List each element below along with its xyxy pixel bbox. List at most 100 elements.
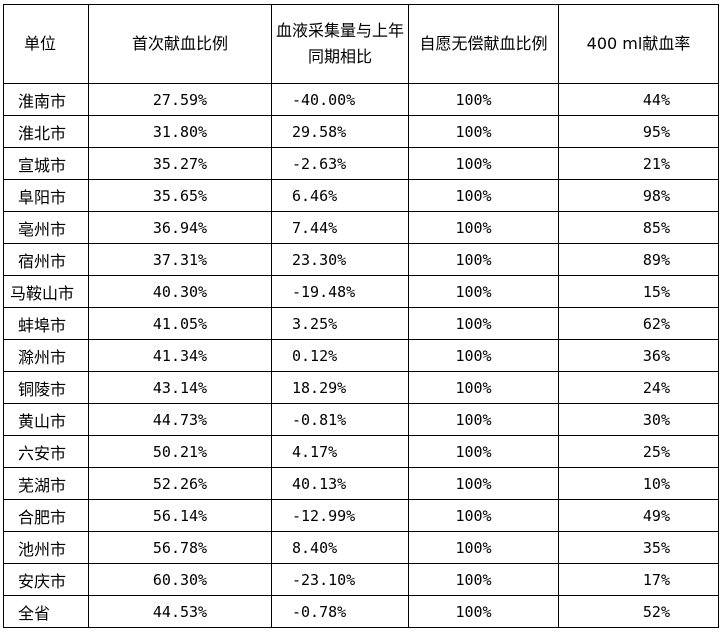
cell-first-donation-ratio: 35.65% xyxy=(88,179,272,212)
table-row: 芜湖市 52.26% 40.13% 100% 10% xyxy=(3,467,719,500)
table-row: 安庆市 60.30% -23.10% 100% 17% xyxy=(3,563,719,596)
table-row: 淮北市 31.80% 29.58% 100% 95% xyxy=(3,115,719,148)
cell-voluntary-ratio: 100% xyxy=(408,435,559,468)
cell-collection-yoy: 23.30% xyxy=(271,243,409,276)
cell-unit: 池州市 xyxy=(3,531,89,564)
table-row: 马鞍山市 40.30% -19.48% 100% 15% xyxy=(3,275,719,308)
cell-unit: 合肥市 xyxy=(3,499,89,532)
table-row: 亳州市 36.94% 7.44% 100% 85% xyxy=(3,211,719,244)
cell-first-donation-ratio: 37.31% xyxy=(88,243,272,276)
cell-unit: 芜湖市 xyxy=(3,467,89,500)
table-row: 六安市 50.21% 4.17% 100% 25% xyxy=(3,435,719,468)
cell-first-donation-ratio: 44.53% xyxy=(88,595,272,628)
cell-first-donation-ratio: 35.27% xyxy=(88,147,272,180)
cell-unit: 马鞍山市 xyxy=(3,275,89,308)
cell-400ml-rate: 35% xyxy=(558,531,719,564)
table-row: 池州市 56.78% 8.40% 100% 35% xyxy=(3,531,719,564)
table-row: 滁州市 41.34% 0.12% 100% 36% xyxy=(3,339,719,372)
table-row: 合肥市 56.14% -12.99% 100% 49% xyxy=(3,499,719,532)
cell-400ml-rate: 85% xyxy=(558,211,719,244)
cell-voluntary-ratio: 100% xyxy=(408,499,559,532)
cell-collection-yoy: -12.99% xyxy=(271,499,409,532)
cell-first-donation-ratio: 44.73% xyxy=(88,403,272,436)
cell-unit: 阜阳市 xyxy=(3,179,89,212)
column-header-unit: 单位 xyxy=(3,4,89,84)
cell-collection-yoy: -23.10% xyxy=(271,563,409,596)
cell-unit: 蚌埠市 xyxy=(3,307,89,340)
cell-collection-yoy: 8.40% xyxy=(271,531,409,564)
cell-400ml-rate: 44% xyxy=(558,83,719,116)
cell-collection-yoy: -40.00% xyxy=(271,83,409,116)
cell-collection-yoy: -2.63% xyxy=(271,147,409,180)
cell-collection-yoy: 29.58% xyxy=(271,115,409,148)
table-row: 阜阳市 35.65% 6.46% 100% 98% xyxy=(3,179,719,212)
cell-first-donation-ratio: 52.26% xyxy=(88,467,272,500)
cell-first-donation-ratio: 56.78% xyxy=(88,531,272,564)
cell-voluntary-ratio: 100% xyxy=(408,339,559,372)
cell-400ml-rate: 10% xyxy=(558,467,719,500)
table-row: 全省 44.53% -0.78% 100% 52% xyxy=(3,595,719,628)
cell-voluntary-ratio: 100% xyxy=(408,371,559,404)
cell-unit: 黄山市 xyxy=(3,403,89,436)
cell-first-donation-ratio: 50.21% xyxy=(88,435,272,468)
cell-400ml-rate: 52% xyxy=(558,595,719,628)
cell-unit: 安庆市 xyxy=(3,563,89,596)
table-row: 淮南市 27.59% -40.00% 100% 44% xyxy=(3,83,719,116)
cell-voluntary-ratio: 100% xyxy=(408,275,559,308)
cell-400ml-rate: 30% xyxy=(558,403,719,436)
cell-unit: 淮南市 xyxy=(3,83,89,116)
cell-collection-yoy: -19.48% xyxy=(271,275,409,308)
table-row: 蚌埠市 41.05% 3.25% 100% 62% xyxy=(3,307,719,340)
column-header-first-donation-ratio: 首次献血比例 xyxy=(88,4,272,84)
cell-first-donation-ratio: 41.34% xyxy=(88,339,272,372)
cell-voluntary-ratio: 100% xyxy=(408,243,559,276)
column-header-voluntary-ratio: 自愿无偿献血比例 xyxy=(408,4,559,84)
blood-donation-table: 单位 首次献血比例 血液采集量与上年同期相比 自愿无偿献血比例 400 ml献血… xyxy=(3,4,719,628)
cell-collection-yoy: 18.29% xyxy=(271,371,409,404)
cell-400ml-rate: 24% xyxy=(558,371,719,404)
cell-collection-yoy: 4.17% xyxy=(271,435,409,468)
cell-collection-yoy: 0.12% xyxy=(271,339,409,372)
cell-400ml-rate: 98% xyxy=(558,179,719,212)
cell-400ml-rate: 25% xyxy=(558,435,719,468)
cell-voluntary-ratio: 100% xyxy=(408,115,559,148)
cell-voluntary-ratio: 100% xyxy=(408,307,559,340)
cell-voluntary-ratio: 100% xyxy=(408,211,559,244)
cell-voluntary-ratio: 100% xyxy=(408,595,559,628)
cell-unit: 淮北市 xyxy=(3,115,89,148)
cell-collection-yoy: -0.81% xyxy=(271,403,409,436)
cell-400ml-rate: 89% xyxy=(558,243,719,276)
cell-400ml-rate: 15% xyxy=(558,275,719,308)
cell-first-donation-ratio: 27.59% xyxy=(88,83,272,116)
cell-unit: 六安市 xyxy=(3,435,89,468)
cell-400ml-rate: 62% xyxy=(558,307,719,340)
table-row: 宿州市 37.31% 23.30% 100% 89% xyxy=(3,243,719,276)
cell-first-donation-ratio: 60.30% xyxy=(88,563,272,596)
column-header-collection-yoy: 血液采集量与上年同期相比 xyxy=(271,4,409,84)
cell-first-donation-ratio: 36.94% xyxy=(88,211,272,244)
cell-unit: 宣城市 xyxy=(3,147,89,180)
cell-voluntary-ratio: 100% xyxy=(408,83,559,116)
cell-first-donation-ratio: 43.14% xyxy=(88,371,272,404)
cell-unit: 滁州市 xyxy=(3,339,89,372)
cell-first-donation-ratio: 31.80% xyxy=(88,115,272,148)
cell-voluntary-ratio: 100% xyxy=(408,563,559,596)
cell-voluntary-ratio: 100% xyxy=(408,467,559,500)
cell-400ml-rate: 21% xyxy=(558,147,719,180)
cell-collection-yoy: -0.78% xyxy=(271,595,409,628)
cell-voluntary-ratio: 100% xyxy=(408,531,559,564)
cell-first-donation-ratio: 56.14% xyxy=(88,499,272,532)
cell-400ml-rate: 17% xyxy=(558,563,719,596)
column-header-400ml-rate: 400 ml献血率 xyxy=(558,4,719,84)
cell-first-donation-ratio: 41.05% xyxy=(88,307,272,340)
cell-unit: 宿州市 xyxy=(3,243,89,276)
cell-400ml-rate: 36% xyxy=(558,339,719,372)
cell-collection-yoy: 7.44% xyxy=(271,211,409,244)
table-row: 铜陵市 43.14% 18.29% 100% 24% xyxy=(3,371,719,404)
cell-first-donation-ratio: 40.30% xyxy=(88,275,272,308)
cell-400ml-rate: 49% xyxy=(558,499,719,532)
table-row: 黄山市 44.73% -0.81% 100% 30% xyxy=(3,403,719,436)
header-row: 单位 首次献血比例 血液采集量与上年同期相比 自愿无偿献血比例 400 ml献血… xyxy=(3,4,719,84)
cell-unit: 铜陵市 xyxy=(3,371,89,404)
cell-collection-yoy: 40.13% xyxy=(271,467,409,500)
